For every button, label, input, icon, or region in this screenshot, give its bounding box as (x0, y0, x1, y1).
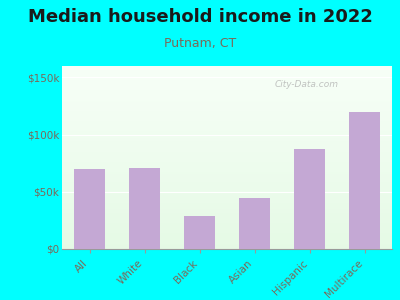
Bar (74, 169, 105, 249)
Text: City-Data.com: City-Data.com (274, 80, 338, 89)
Bar (239, 197, 270, 249)
Bar (184, 216, 215, 249)
Text: Median household income in 2022: Median household income in 2022 (28, 8, 372, 26)
Bar (129, 168, 160, 249)
Bar (349, 112, 380, 249)
Bar (294, 149, 325, 249)
Text: Putnam, CT: Putnam, CT (164, 38, 236, 50)
